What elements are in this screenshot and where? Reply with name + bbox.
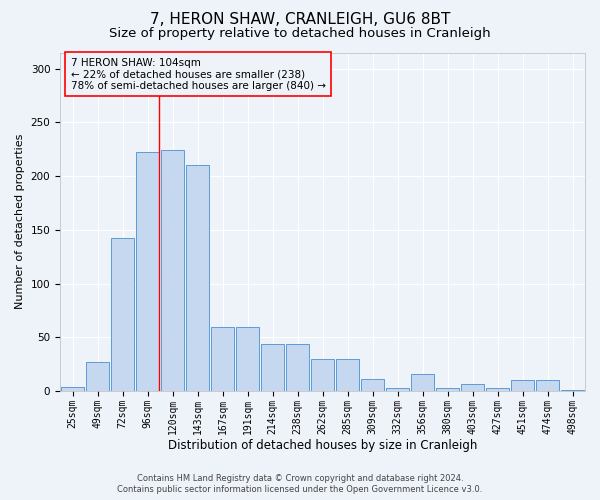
Bar [61, 387, 85, 391]
Bar [511, 380, 535, 391]
Bar [161, 150, 184, 391]
Text: Contains HM Land Registry data © Crown copyright and database right 2024.
Contai: Contains HM Land Registry data © Crown c… [118, 474, 482, 494]
X-axis label: Distribution of detached houses by size in Cranleigh: Distribution of detached houses by size … [168, 440, 477, 452]
Bar [386, 388, 409, 391]
Bar [136, 152, 160, 391]
Bar [311, 359, 334, 391]
Text: 7, HERON SHAW, CRANLEIGH, GU6 8BT: 7, HERON SHAW, CRANLEIGH, GU6 8BT [150, 12, 450, 28]
Text: 7 HERON SHAW: 104sqm
← 22% of detached houses are smaller (238)
78% of semi-deta: 7 HERON SHAW: 104sqm ← 22% of detached h… [71, 58, 326, 91]
Bar [436, 388, 460, 391]
Bar [86, 362, 109, 391]
Bar [236, 326, 259, 391]
Bar [211, 326, 235, 391]
Bar [560, 390, 584, 391]
Bar [110, 238, 134, 391]
Bar [260, 344, 284, 391]
Text: Size of property relative to detached houses in Cranleigh: Size of property relative to detached ho… [109, 28, 491, 40]
Bar [335, 359, 359, 391]
Bar [461, 384, 484, 391]
Bar [410, 374, 434, 391]
Bar [286, 344, 310, 391]
Bar [185, 166, 209, 391]
Bar [485, 388, 509, 391]
Bar [361, 379, 385, 391]
Y-axis label: Number of detached properties: Number of detached properties [15, 134, 25, 310]
Bar [536, 380, 559, 391]
